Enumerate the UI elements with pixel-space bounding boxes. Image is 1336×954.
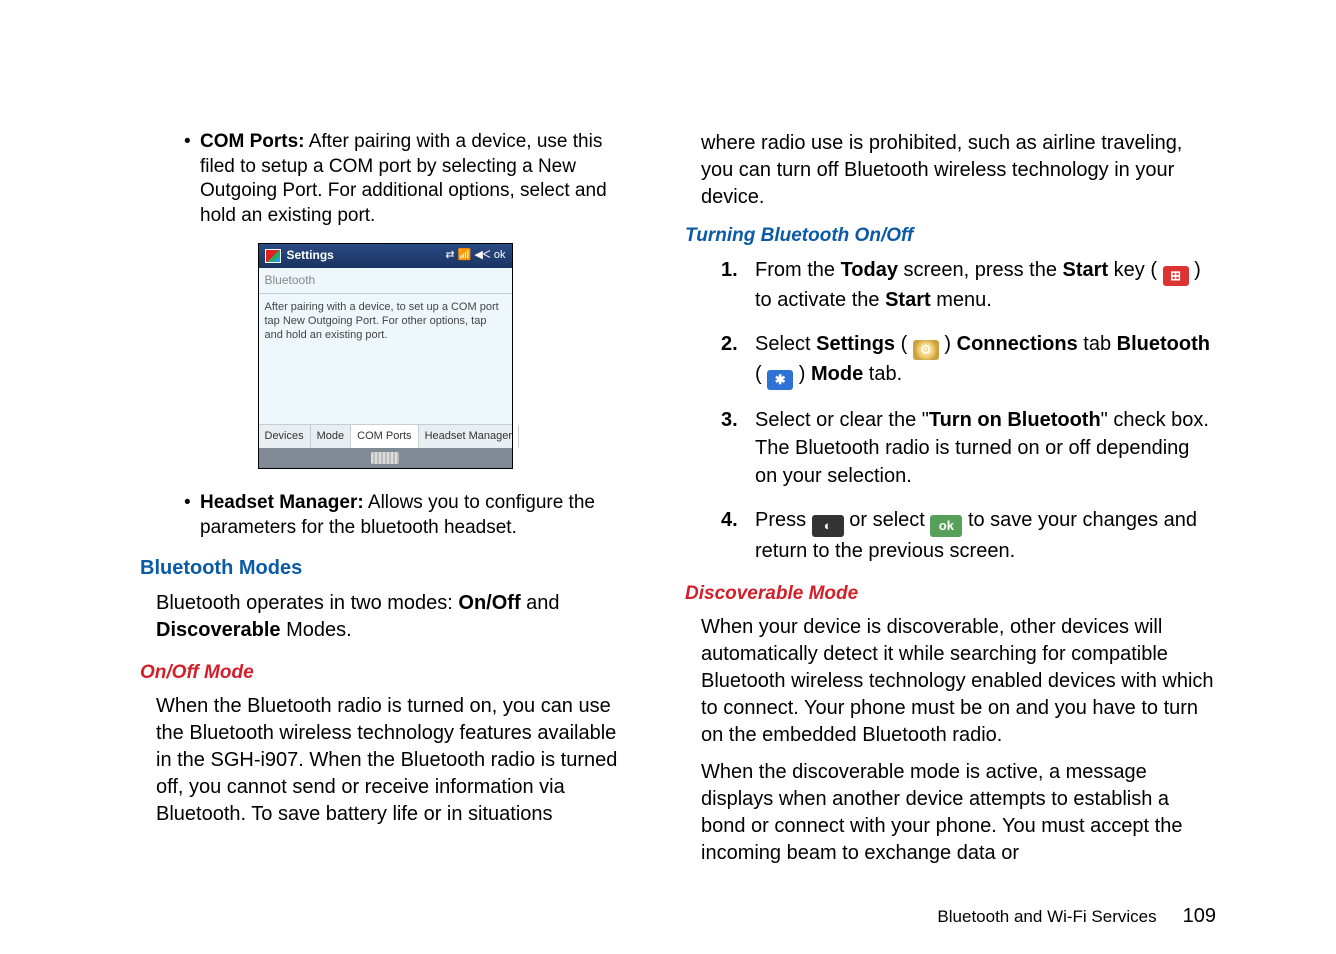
text: Select [755, 333, 816, 355]
keyboard-icon [371, 452, 399, 464]
kw-today: Today [841, 259, 898, 281]
embedded-screenshot: Settings ⇄ 📶 ◀ᐸ ok Bluetooth After pairi… [258, 243, 513, 469]
text: and [521, 592, 560, 614]
ss-footer-bar [259, 448, 512, 468]
ok-label: ok [939, 517, 954, 535]
ss-tabs: Devices Mode COM Ports Headset Manager [259, 424, 512, 448]
step-1: 1. From the Today screen, press the Star… [721, 256, 1216, 314]
ss-tab-headset: Headset Manager [419, 425, 519, 448]
page: COM Ports: After pairing with a device, … [0, 0, 1336, 954]
ss-tab-devices: Devices [259, 425, 311, 448]
kw-turn-on-bt: Turn on Bluetooth [929, 409, 1101, 431]
text: Press [755, 509, 812, 531]
mode-onoff: On/Off [458, 592, 520, 614]
text: ( [755, 363, 767, 385]
settings-icon: ⚙ [913, 340, 939, 360]
heading-discoverable: Discoverable Mode [685, 581, 1216, 608]
kw-start: Start [1063, 259, 1109, 281]
page-footer: Bluetooth and Wi-Fi Services 109 [937, 905, 1216, 928]
bullet-com-ports: COM Ports: After pairing with a device, … [140, 130, 630, 229]
onoff-paragraph: When the Bluetooth radio is turned on, y… [156, 693, 630, 828]
text: tab [1078, 333, 1117, 355]
text: Select or clear the " [755, 409, 929, 431]
kw-connections: Connections [957, 333, 1078, 355]
text: Bluetooth operates in two modes: [156, 592, 458, 614]
text: tab. [863, 363, 902, 385]
text: From the [755, 259, 841, 281]
step-2: 2. Select Settings ( ⚙ ) Connections tab… [721, 330, 1216, 390]
kw-start-menu: Start [885, 289, 931, 311]
text: ( [895, 333, 913, 355]
discoverable-p2: When the discoverable mode is active, a … [701, 759, 1216, 867]
heading-turning-bt: Turning Bluetooth On/Off [685, 223, 1216, 250]
text: key ( [1108, 259, 1162, 281]
step-number: 4. [721, 506, 738, 534]
kw-mode: Mode [811, 363, 863, 385]
ss-tab-comports: COM Ports [351, 425, 418, 448]
step-number: 2. [721, 330, 738, 358]
footer-page-number: 109 [1183, 905, 1216, 928]
discoverable-p1: When your device is discoverable, other … [701, 614, 1216, 749]
step-number: 1. [721, 256, 738, 284]
text: ) [939, 333, 957, 355]
text: Modes. [281, 619, 352, 641]
kw-bluetooth: Bluetooth [1117, 333, 1210, 355]
bullet-label: COM Ports: [200, 131, 305, 152]
carryover-paragraph: where radio use is prohibited, such as a… [701, 130, 1216, 211]
right-column: where radio use is prohibited, such as a… [685, 130, 1216, 914]
kw-settings: Settings [816, 333, 895, 355]
steps-list: 1. From the Today screen, press the Star… [721, 256, 1216, 565]
step-4: 4. Press ◐ or select ok to save your cha… [721, 506, 1216, 565]
bullet-headset-mgr: Headset Manager: Allows you to configure… [140, 491, 630, 540]
heading-bluetooth-modes: Bluetooth Modes [140, 554, 630, 582]
ss-subheader: Bluetooth [259, 268, 512, 294]
text: ) [793, 363, 811, 385]
ok-button-icon: ok [930, 515, 962, 537]
ss-body-text: After pairing with a device, to set up a… [259, 294, 512, 424]
embedded-screenshot-wrap: Settings ⇄ 📶 ◀ᐸ ok Bluetooth After pairi… [140, 243, 630, 469]
step-number: 3. [721, 406, 738, 434]
footer-section: Bluetooth and Wi-Fi Services [937, 907, 1156, 927]
ss-title-text: Settings [287, 247, 334, 264]
heading-onoff-mode: On/Off Mode [140, 660, 630, 687]
modes-intro: Bluetooth operates in two modes: On/Off … [156, 590, 630, 644]
text: menu. [931, 289, 992, 311]
right-softkey-icon: ◐ [812, 515, 844, 537]
bullet-label: Headset Manager: [200, 492, 364, 513]
start-key-icon: ⊞ [1163, 266, 1189, 286]
text: or select [844, 509, 931, 531]
bluetooth-icon: ✱ [767, 370, 793, 390]
left-column: COM Ports: After pairing with a device, … [140, 130, 630, 914]
windows-flag-icon [265, 249, 281, 263]
mode-discoverable: Discoverable [156, 619, 281, 641]
ss-tab-mode: Mode [311, 425, 352, 448]
text: screen, press the [898, 259, 1063, 281]
ss-status-icons: ⇄ 📶 ◀ᐸ ok [445, 248, 505, 263]
step-3: 3. Select or clear the "Turn on Bluetoot… [721, 406, 1216, 490]
ss-titlebar: Settings ⇄ 📶 ◀ᐸ ok [259, 244, 512, 268]
